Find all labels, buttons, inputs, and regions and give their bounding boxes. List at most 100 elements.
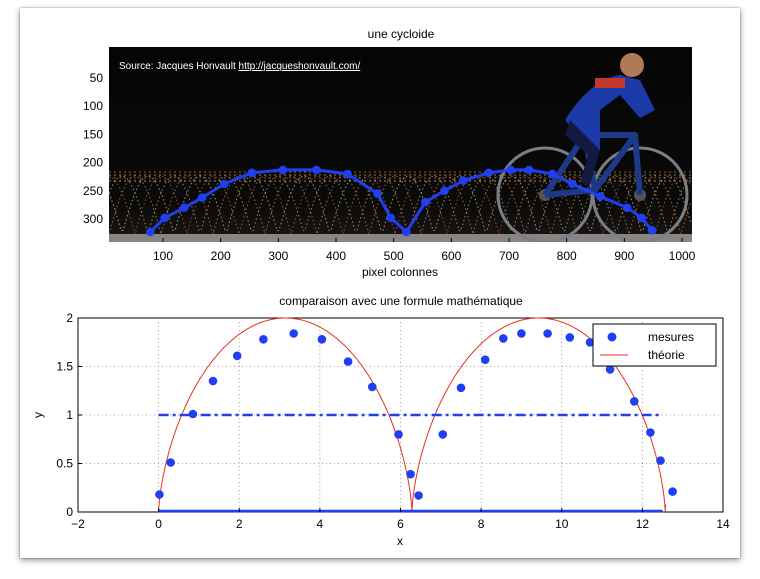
top-data-point [197, 193, 207, 202]
bottom-x-tick-label: 4 [317, 517, 324, 531]
top-x-label: pixel colonnes [362, 265, 438, 279]
rider-head-shape [620, 53, 644, 77]
bottom-x-tick-label: 2 [236, 517, 243, 531]
top-data-point [484, 168, 494, 178]
top-data-point [160, 213, 169, 223]
bottom-y-axis: 0 0.5 1 1.5 2 [56, 311, 82, 519]
top-y-tick-label: 150 [83, 127, 103, 141]
bottom-x-tick-label: 6 [397, 517, 404, 531]
measure-point [499, 334, 508, 343]
measure-point [630, 397, 639, 406]
bottom-x-tick-label: 8 [478, 517, 485, 531]
photo-background [109, 47, 692, 242]
cyclist-photo [496, 53, 689, 242]
trail-arc [109, 175, 692, 236]
bottom-x-tick-label: 0 [155, 517, 162, 531]
measure-point [259, 335, 268, 344]
top-x-tick-label: 500 [384, 249, 404, 263]
photo-source-caption: Source: Jacques Honvault http://jacquesh… [119, 61, 360, 72]
measure-point [414, 491, 423, 500]
measure-point [668, 487, 677, 496]
top-data-point [421, 197, 430, 207]
measure-point [438, 430, 448, 439]
top-data-point [548, 169, 557, 179]
bottom-x-tick-label: −2 [71, 517, 85, 531]
bottom-x-tick-label: 10 [555, 517, 569, 531]
bottom-y-tick-label: 1 [66, 408, 73, 422]
bottom-x-tick-label: 12 [636, 517, 650, 531]
top-x-tick-label: 1000 [669, 249, 696, 263]
measure-point [394, 430, 403, 439]
top-measure-series [146, 165, 657, 237]
legend-box [592, 323, 717, 367]
photo-source-link[interactable]: http://jacqueshonvault.com/ [239, 61, 361, 72]
legend: mesures théorie [592, 323, 717, 367]
measure-point [585, 338, 595, 347]
legend-marker-mesures [607, 332, 617, 342]
bottom-chart-title: comparaison avec une formule mathématiqu… [279, 294, 523, 308]
trail-arc [109, 175, 692, 231]
top-data-point [219, 179, 229, 189]
measure-point [232, 351, 242, 361]
top-x-axis: 100 200 300 400 500 600 700 800 900 1000 [153, 238, 696, 263]
measure-point [656, 456, 665, 465]
trail-arc [109, 175, 692, 231]
top-data-point [343, 169, 352, 179]
top-x-tick-label: 200 [211, 249, 231, 263]
measure-point [155, 490, 164, 499]
bottom-y-tick-label: 0.5 [56, 457, 73, 471]
jersey-detail [595, 78, 625, 88]
measure-point [605, 365, 615, 374]
top-data-point [506, 165, 515, 175]
top-x-tick-label: 800 [557, 249, 577, 263]
top-data-point [402, 227, 411, 237]
rider-body-shape [565, 75, 655, 150]
top-data-point [440, 186, 449, 196]
measure-point [368, 382, 377, 392]
top-x-tick-label: 100 [153, 249, 173, 263]
bottom-y-tick-label: 0 [66, 505, 73, 519]
top-data-point [568, 179, 577, 189]
top-data-point [459, 176, 468, 185]
top-data-point [622, 203, 632, 212]
measure-point [480, 355, 490, 365]
legend-label-mesures: mesures [648, 330, 694, 344]
top-data-point [595, 192, 605, 201]
measure-point [565, 333, 575, 342]
rider-leg-shape [565, 120, 600, 185]
top-x-tick-label: 700 [499, 249, 519, 263]
top-data-point [647, 226, 657, 235]
floor-strip [109, 234, 692, 242]
legend-label-theorie: théorie [648, 348, 685, 362]
top-y-tick-label: 300 [83, 212, 103, 226]
top-x-tick-label: 400 [326, 249, 346, 263]
top-chart-title: une cycloide [368, 27, 435, 41]
bottom-series [155, 317, 677, 513]
measure-point [456, 383, 466, 393]
top-data-point [180, 203, 189, 212]
top-y-tick-label: 250 [83, 184, 103, 198]
top-y-tick-label: 100 [83, 99, 103, 113]
top-x-tick-label: 600 [441, 249, 461, 263]
bottom-y-tick-label: 1.5 [56, 360, 73, 374]
bottom-x-tick-label: 14 [716, 517, 730, 531]
measure-point [289, 329, 299, 338]
front-wheel-shape [591, 146, 689, 242]
comparison-chart: comparaison avec une formule mathématiqu… [31, 294, 730, 548]
measure-point [317, 335, 327, 344]
top-data-point [278, 165, 288, 175]
measure-point [517, 329, 526, 338]
top-y-tick-label: 200 [83, 156, 103, 170]
top-data-point [386, 213, 396, 223]
top-data-point [312, 165, 321, 175]
bottom-x-axis: −2 0 2 4 6 8 10 12 14 [71, 508, 730, 531]
top-y-tick-label: 50 [90, 71, 104, 85]
measure-point [406, 469, 415, 479]
bottom-x-label: x [397, 534, 403, 548]
measure-point [166, 458, 175, 467]
top-x-tick-label: 300 [268, 249, 288, 263]
cycloid-photo-chart: une cycloide Source: Jacques Honvault ht… [83, 27, 696, 279]
measure-point [343, 357, 353, 366]
